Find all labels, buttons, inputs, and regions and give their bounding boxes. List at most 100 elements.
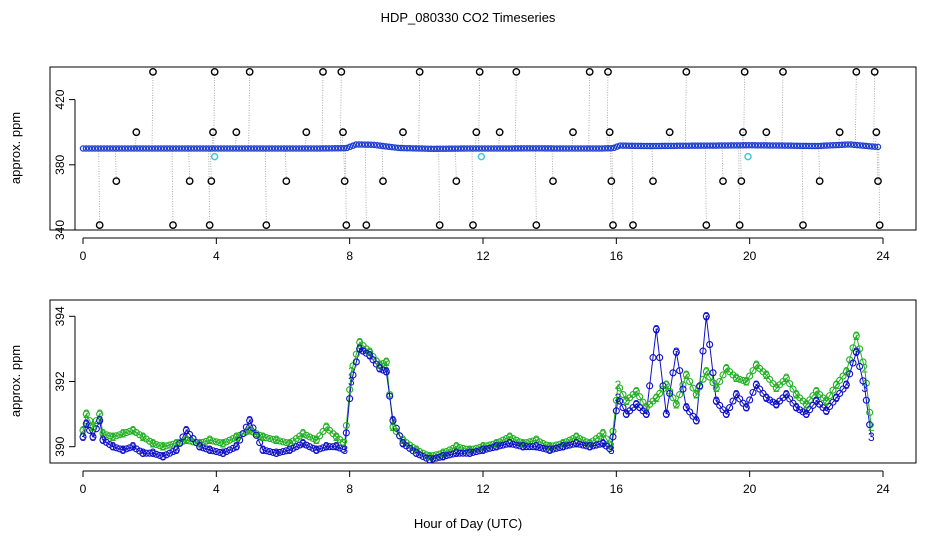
series-3-circle [376,364,384,373]
baseline-marker [706,142,714,149]
series-3-circle [249,424,257,432]
series-2-circle [786,380,794,388]
series-3-circle [79,433,87,441]
series-3-circle [742,404,750,412]
baseline-marker [463,145,471,152]
series-2-circle [152,440,160,449]
baseline-marker [403,144,411,152]
baseline-marker [787,142,795,149]
series-2-circle [412,446,420,454]
series-2-marker: 2 [233,430,240,444]
series-3-marker: 3 [480,443,487,457]
baseline-marker [547,145,555,152]
series-3-circle [96,417,104,425]
series-2-circle [806,396,814,404]
series-3-circle [279,448,287,456]
series-3-marker: 3 [160,449,167,463]
series-2-circle [376,361,384,369]
series-2-circle [612,396,620,404]
spike-trace [454,148,457,182]
baseline-marker [790,142,798,149]
series-3-circle [116,445,124,453]
spike-trace [651,146,654,182]
series-2-marker: 2 [206,433,213,447]
baseline-marker [274,145,282,152]
baseline-marker [676,142,684,150]
series-2-circle [269,435,277,443]
series-3-circle [549,445,557,453]
series-3-circle [546,446,554,454]
series-2-marker: 2 [633,384,640,398]
series-3-circle [336,444,344,452]
series-3-circle [656,354,664,362]
series-3-circle [179,433,187,441]
series-2-circle [236,431,244,439]
baseline-marker [688,142,696,149]
y-tick-label: 390 [53,436,67,456]
baseline-marker [475,145,483,152]
spike-trace [344,148,347,226]
series-3-marker: 3 [573,436,580,450]
series-2-circle [679,381,687,389]
baseline-marker [511,145,519,152]
series-2-marker: 2 [413,443,420,457]
series-3-circle [506,439,514,447]
x-tick-label: 16 [610,249,624,263]
series-3-circle [559,443,567,451]
series-3-circle [666,389,674,398]
series-3-circle [272,449,280,457]
baseline-marker [559,145,567,152]
series-2-marker: 2 [743,375,750,389]
series-2-circle [222,438,230,446]
series-3-circle [256,439,264,447]
series-2-marker: 2 [260,430,267,444]
spike-trace [588,71,591,149]
baseline-marker [541,145,549,152]
baseline-marker [832,141,840,149]
series-3-circle [732,390,740,399]
series-3-marker: 3 [763,391,770,405]
series-3-circle [202,445,210,453]
spike-trace [171,148,174,226]
series-3-circle [329,443,337,451]
spike-trace [151,71,154,149]
y-tick-label: 392 [53,371,67,391]
baseline-marker [643,142,651,150]
series-3-circle [836,389,844,398]
series-2-circle [669,394,677,402]
baseline-marker [271,145,279,152]
series-2-marker: 2 [440,446,447,460]
baseline-marker [838,141,846,149]
series-3-circle [389,417,397,425]
baseline-marker [505,145,513,152]
series-2-marker: 2 [300,427,307,441]
series-3-circle [839,385,847,393]
outlier-marker [379,177,387,186]
baseline-marker [871,143,879,150]
baseline-marker [784,142,792,149]
baseline-marker [658,142,666,150]
baseline-marker [397,144,405,152]
series-3-circle [269,448,277,456]
series-3-circle [89,433,97,441]
series-3-circle [526,443,534,451]
baseline-marker [574,145,582,152]
baseline-marker [190,145,198,152]
spike-trace [471,148,474,226]
baseline-marker [682,142,690,149]
baseline-marker [280,145,288,152]
series-2-circle [302,431,310,439]
baseline-marker [400,144,408,152]
series-3-circle [246,417,254,425]
x-tick-label: 20 [743,249,757,263]
baseline-marker [826,142,834,149]
baseline-marker [550,145,558,152]
baseline-marker [103,145,111,152]
series-3-circle [316,445,324,453]
series-2-marker: 2 [110,430,117,444]
series-3-marker: 3 [440,449,447,463]
baseline-marker [760,142,768,149]
series-3-circle [736,395,744,403]
baseline-marker [178,145,186,152]
baseline-marker [445,145,453,152]
